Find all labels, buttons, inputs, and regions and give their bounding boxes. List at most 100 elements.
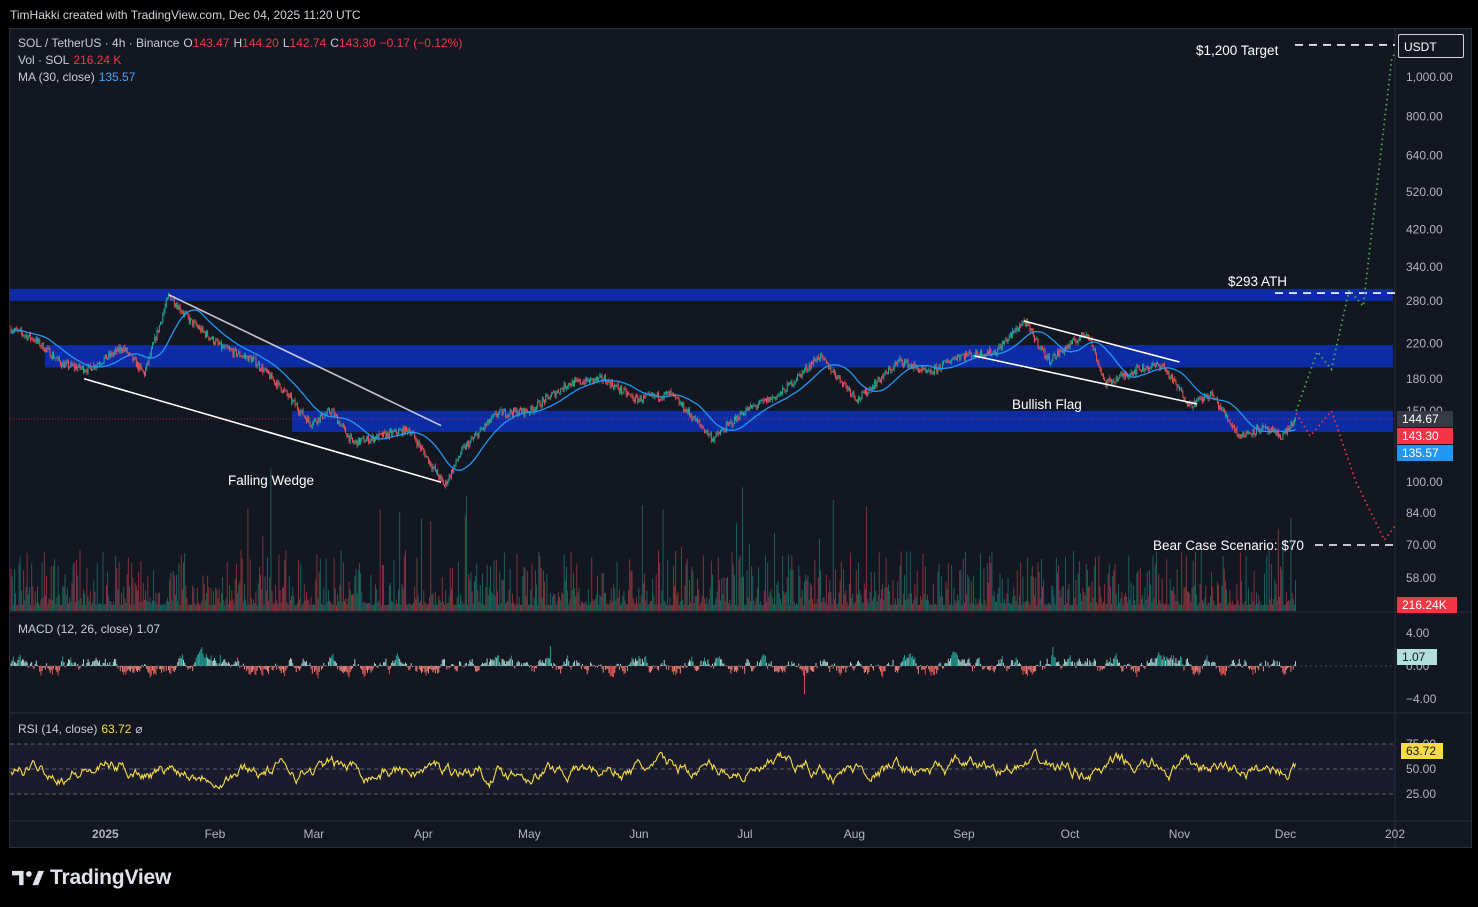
time-tick-label: 202 <box>1385 827 1405 841</box>
volume-bar <box>172 571 174 611</box>
macd-bar <box>196 655 198 666</box>
candle-body <box>836 377 838 379</box>
macd-bar <box>908 654 910 666</box>
macd-bar <box>429 666 431 669</box>
volume-bar <box>763 590 765 611</box>
macd-bar <box>1289 666 1291 668</box>
macd-bar <box>661 662 663 666</box>
volume-bar <box>1221 585 1223 611</box>
macd-bar <box>1004 666 1006 668</box>
volume-bar <box>938 564 940 611</box>
footer: TradingView <box>12 864 171 892</box>
candle-body <box>402 427 404 435</box>
macd-bar <box>354 659 356 666</box>
candle-body <box>988 351 989 354</box>
chart-frame[interactable]: 1,000.00 800.00 640.00 520.00 420.00 340.00 28… <box>9 28 1472 848</box>
vol-label[interactable]: Vol · SOL <box>18 53 70 67</box>
candle-body <box>166 297 168 301</box>
ma-price-badge: 135.57 <box>1397 445 1453 461</box>
candle-body <box>952 358 954 360</box>
macd-bar <box>188 666 190 669</box>
macd-bar <box>1113 658 1115 666</box>
volume-bar <box>371 604 373 611</box>
candle-body <box>547 394 549 397</box>
volume-bar <box>441 577 443 611</box>
candle-body <box>752 405 754 408</box>
macd-bar <box>463 666 465 668</box>
tradingview-logo-icon[interactable] <box>12 867 44 889</box>
candle-body <box>962 354 964 356</box>
candle-body <box>814 358 816 361</box>
macd-label[interactable]: MACD (12, 26, close) <box>18 622 133 636</box>
volume-bar <box>827 604 828 611</box>
volume-bar <box>194 603 196 611</box>
volume-bar <box>989 556 991 611</box>
volume-bar <box>793 601 795 611</box>
macd-bar <box>1159 654 1161 666</box>
macd-bar <box>946 663 948 666</box>
symbol-title[interactable]: SOL / TetherUS · 4h · Binance <box>18 36 180 50</box>
volume-bar <box>714 604 716 611</box>
candle-body <box>1219 406 1221 409</box>
volume-bar <box>744 604 746 611</box>
candle-body <box>914 364 916 367</box>
macd-bar <box>976 659 978 666</box>
volume-bar <box>286 601 288 611</box>
volume-bar <box>1077 573 1079 611</box>
chart-canvas[interactable]: 1,000.00800.00640.00520.00420.00340.0028… <box>10 29 1471 847</box>
candle-body <box>882 376 884 379</box>
candle-body <box>1044 349 1046 358</box>
currency-button[interactable]: USDT <box>1398 34 1464 58</box>
volume-bar <box>866 506 868 611</box>
candle-body <box>347 435 349 438</box>
volume-bar <box>608 604 610 611</box>
candle-body <box>621 386 623 393</box>
volume-bar <box>746 570 748 611</box>
macd-bar <box>1104 666 1106 669</box>
macd-bar <box>545 658 547 666</box>
candle-body <box>1129 374 1131 376</box>
candle-body <box>1123 373 1125 377</box>
macd-bar <box>150 666 152 676</box>
volume-bar <box>582 602 583 611</box>
volume-bar <box>1249 604 1250 611</box>
macd-bar <box>265 666 267 670</box>
candle-body <box>141 367 143 371</box>
macd-bar <box>1128 663 1130 666</box>
macd-bar <box>252 666 253 672</box>
volume-bar <box>304 600 306 611</box>
macd-bar <box>191 666 192 667</box>
volume-bar <box>965 551 966 611</box>
candle-body <box>875 381 877 387</box>
time-tick-label: Mar <box>304 827 325 841</box>
volume-bar <box>169 579 171 611</box>
volume-bar <box>715 598 717 611</box>
macd-bar <box>16 663 18 666</box>
macd-bar <box>45 666 46 670</box>
candle-body <box>904 361 905 366</box>
volume-bar <box>416 557 418 611</box>
macd-bar <box>120 666 122 667</box>
volume-bar <box>250 597 252 611</box>
candle-body <box>567 386 569 388</box>
volume-bar <box>87 596 89 611</box>
candle-body <box>562 388 564 391</box>
candle-body <box>487 419 489 424</box>
macd-bar <box>261 666 263 675</box>
candle-body <box>270 373 272 379</box>
macd-bar <box>560 666 562 674</box>
volume-bar <box>186 597 188 611</box>
ma-label[interactable]: MA (30, close) <box>18 70 95 84</box>
macd-bar <box>617 663 619 666</box>
macd-bar <box>1131 666 1133 669</box>
macd-bar <box>912 655 914 666</box>
macd-bar <box>330 658 332 666</box>
rsi-label[interactable]: RSI (14, close) <box>18 722 98 736</box>
macd-bar <box>929 666 931 672</box>
candle-body <box>1218 402 1219 409</box>
candles-group <box>10 292 1296 489</box>
volume-bar <box>85 604 87 611</box>
tradingview-brand[interactable]: TradingView <box>50 866 172 889</box>
candle-body <box>830 367 832 372</box>
macd-bar <box>662 665 664 666</box>
